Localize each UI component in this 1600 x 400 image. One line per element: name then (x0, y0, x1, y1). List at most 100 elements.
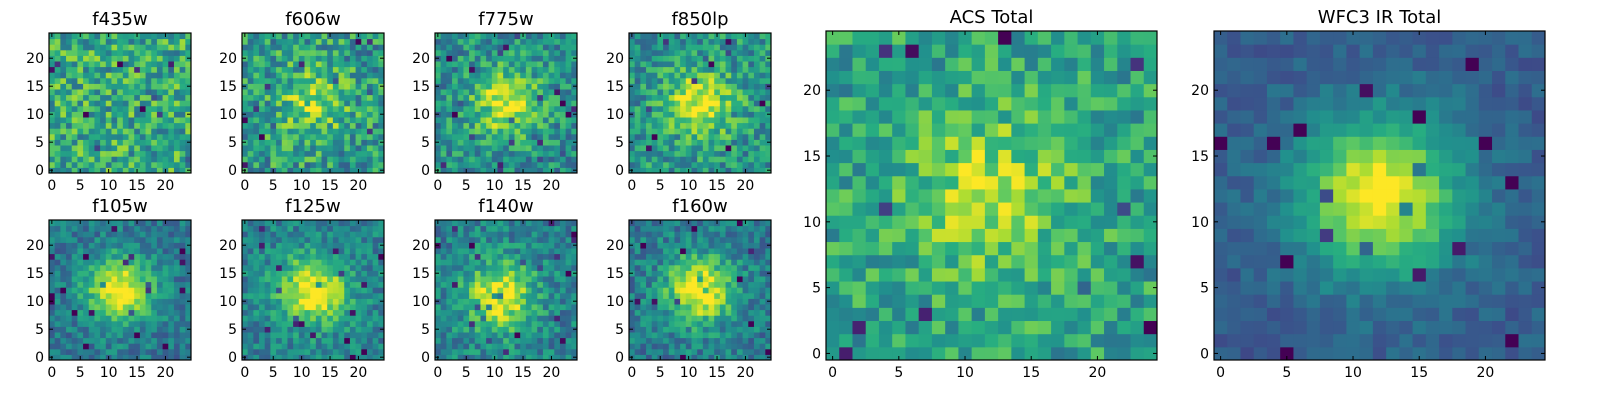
heatmap-cell (253, 270, 260, 277)
heatmap-cell (469, 253, 476, 260)
heatmap-cell (185, 343, 192, 350)
heatmap-cell (276, 139, 283, 146)
heatmap-cell (66, 66, 73, 73)
heatmap-cell (542, 309, 550, 316)
heatmap-cell (66, 167, 73, 174)
heatmap-cell (111, 259, 118, 266)
heatmap-cell (111, 38, 118, 45)
heatmap-cell (332, 281, 340, 288)
heatmap-cell (548, 326, 555, 333)
heatmap-cell (270, 128, 277, 135)
heatmap-cell (463, 94, 470, 101)
heatmap-cell (49, 94, 56, 101)
heatmap-cell (663, 156, 670, 163)
heatmap-cell (54, 83, 61, 90)
heatmap-cell (469, 167, 476, 174)
heatmap-cell (531, 38, 538, 45)
heatmap-cell (668, 320, 675, 327)
heatmap-cell (674, 61, 681, 68)
heatmap-cell (145, 83, 152, 90)
heatmap-cell (646, 161, 653, 168)
heatmap-cell (332, 167, 340, 174)
heatmap-cell (327, 298, 334, 305)
heatmap-cell (122, 231, 130, 238)
heatmap-cell (765, 343, 772, 350)
heatmap-cell (281, 332, 288, 339)
heatmap-cell (657, 337, 664, 344)
y-tick-label: 10 (26, 107, 44, 123)
heatmap-cell (270, 320, 277, 327)
heatmap-cell (134, 100, 141, 107)
heatmap-cell (270, 38, 277, 45)
heatmap-cell (691, 298, 698, 305)
heatmap-cell (463, 225, 470, 232)
heatmap-cell (372, 264, 379, 271)
heatmap-cell (54, 150, 61, 157)
heatmap-cell (440, 122, 447, 129)
heatmap-cell (349, 292, 357, 299)
heatmap-cell (514, 33, 521, 40)
heatmap-cell (435, 77, 442, 84)
heatmap-cell (440, 94, 447, 101)
heatmap-cell (446, 276, 453, 283)
heatmap-cell (49, 348, 56, 355)
heatmap-cell (508, 242, 516, 249)
heatmap-cell (100, 150, 107, 157)
heatmap-cell (514, 276, 521, 283)
heatmap-cell (315, 128, 323, 135)
heatmap-cell (663, 89, 670, 96)
heatmap-cell (77, 259, 84, 266)
heatmap-cell (344, 236, 351, 243)
heatmap-cell (94, 145, 101, 152)
heatmap-cell (634, 332, 641, 339)
heatmap-cell (554, 270, 561, 277)
heatmap-cell (548, 332, 555, 339)
heatmap-cell (293, 276, 300, 283)
heatmap-cell (378, 100, 385, 107)
heatmap-cell (77, 337, 84, 344)
heatmap-cell (480, 298, 487, 305)
heatmap-cell (134, 89, 141, 96)
heatmap-cell (179, 236, 186, 243)
heatmap-cell (270, 66, 277, 73)
heatmap-cell (565, 304, 572, 311)
heatmap-cell (646, 61, 653, 68)
heatmap-cell (60, 77, 67, 84)
heatmap-cell (480, 77, 487, 84)
heatmap-cell (378, 33, 385, 40)
heatmap-cell (281, 326, 288, 333)
heatmap-cell (714, 44, 721, 51)
heatmap-cell (714, 320, 721, 327)
heatmap-cell (646, 94, 653, 101)
heatmap-cell (491, 139, 498, 146)
heatmap-cell (361, 139, 368, 146)
heatmap-cell (651, 117, 658, 124)
heatmap-cell (491, 72, 498, 79)
heatmap-cell (372, 49, 379, 56)
heatmap-cell (525, 304, 533, 311)
x-tick-label: 20 (157, 365, 175, 381)
heatmap-cell (537, 248, 544, 255)
heatmap-cell (469, 89, 476, 96)
heatmap-cell (691, 100, 698, 107)
heatmap-cell (469, 326, 476, 333)
heatmap-cell (77, 304, 84, 311)
heatmap-cell (287, 66, 294, 73)
heatmap-cell (759, 145, 766, 152)
heatmap-cell (719, 89, 727, 96)
heatmap-cell (355, 61, 362, 68)
heatmap-cell (497, 72, 504, 79)
heatmap-cell (332, 105, 340, 112)
heatmap-cell (327, 270, 334, 277)
heatmap-cell (156, 128, 164, 135)
heatmap-cell (559, 220, 567, 227)
heatmap-cell (531, 122, 538, 129)
heatmap-cell (457, 111, 464, 118)
heatmap-cell (94, 225, 101, 232)
heatmap-cell (83, 315, 90, 322)
heatmap-cell (565, 298, 572, 305)
heatmap-cell (440, 253, 447, 260)
heatmap-cell (668, 100, 675, 107)
heatmap-cell (542, 320, 550, 327)
heatmap-cell (139, 315, 147, 322)
